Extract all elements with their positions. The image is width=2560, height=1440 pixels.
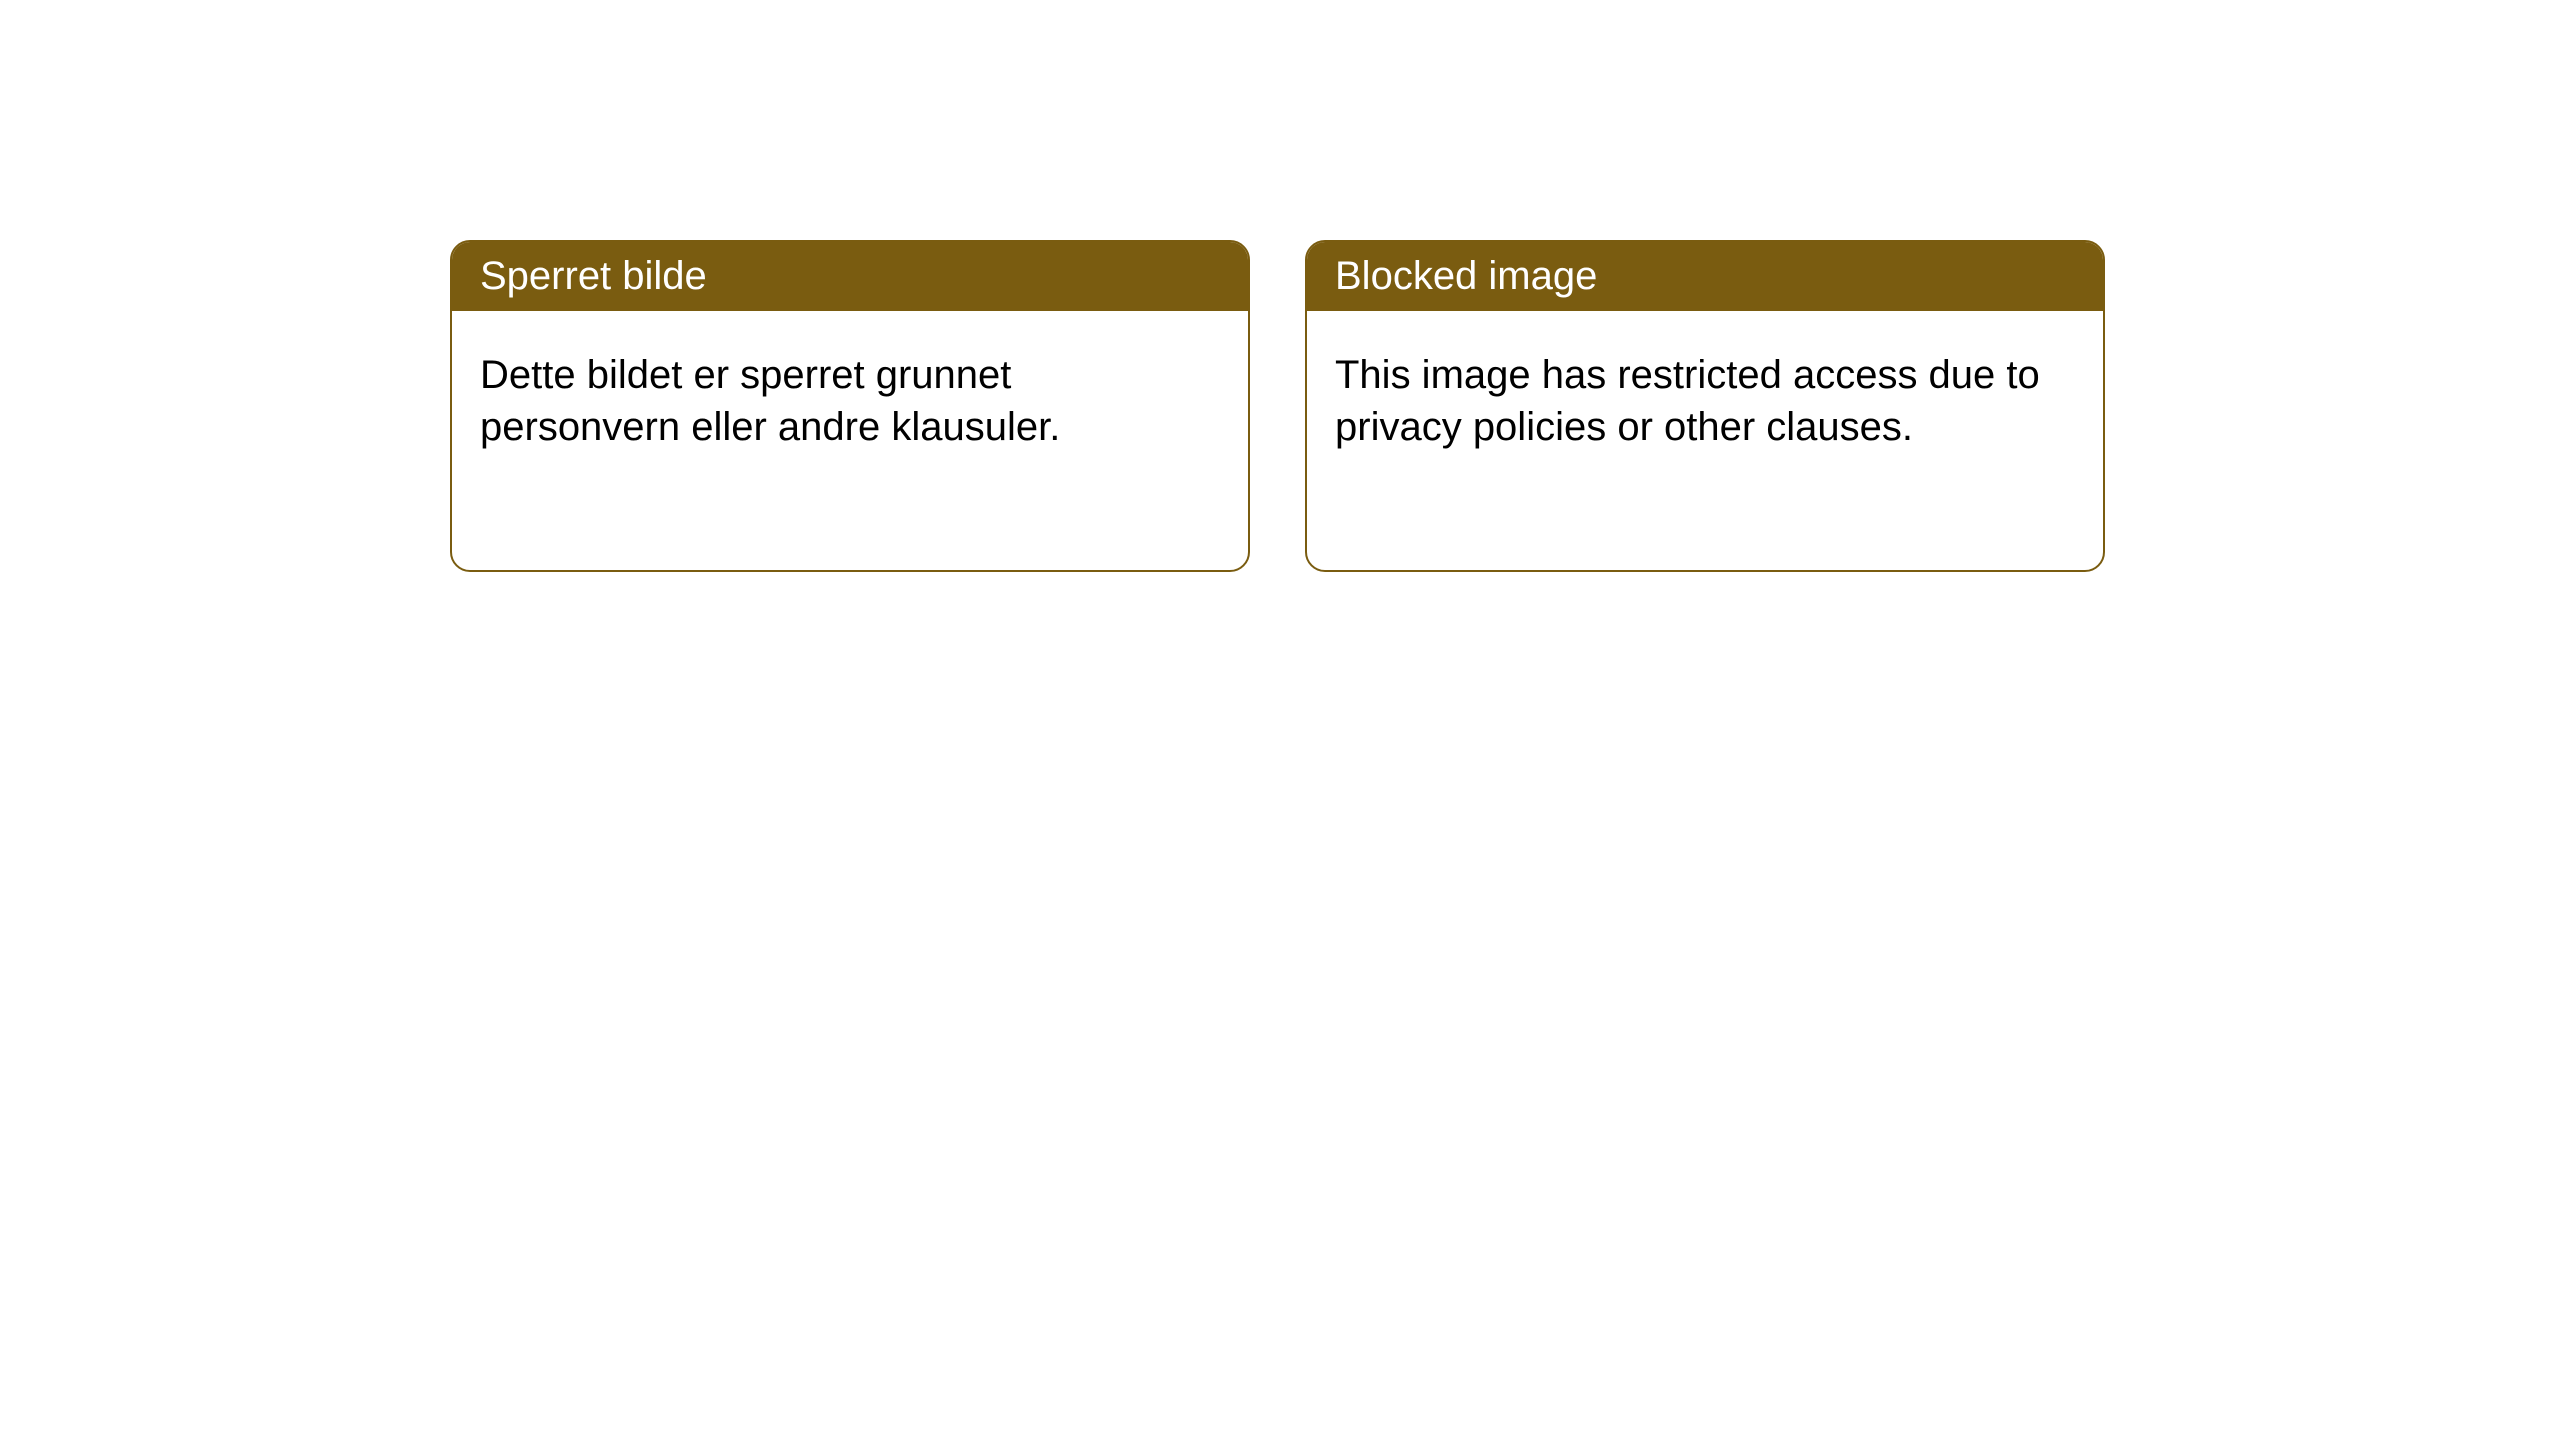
notice-header: Blocked image bbox=[1307, 242, 2103, 311]
notice-card-norwegian: Sperret bilde Dette bildet er sperret gr… bbox=[450, 240, 1250, 572]
notice-header: Sperret bilde bbox=[452, 242, 1248, 311]
notice-card-english: Blocked image This image has restricted … bbox=[1305, 240, 2105, 572]
notice-container: Sperret bilde Dette bildet er sperret gr… bbox=[450, 240, 2105, 572]
notice-body: Dette bildet er sperret grunnet personve… bbox=[452, 311, 1248, 491]
notice-body: This image has restricted access due to … bbox=[1307, 311, 2103, 491]
